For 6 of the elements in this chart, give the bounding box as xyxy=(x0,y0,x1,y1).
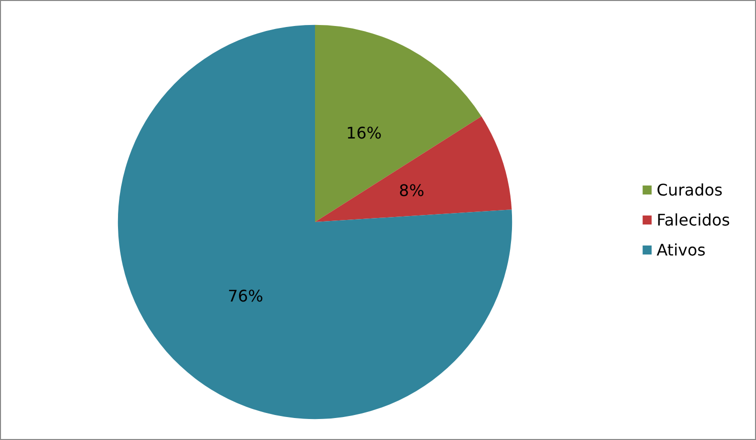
legend-label: Ativos xyxy=(656,240,706,260)
legend-label: Falecidos xyxy=(656,210,730,230)
legend-label: Curados xyxy=(656,180,723,200)
data-label: 76% xyxy=(228,286,264,306)
data-label: 8% xyxy=(398,181,424,200)
data-label: 16% xyxy=(346,124,382,143)
